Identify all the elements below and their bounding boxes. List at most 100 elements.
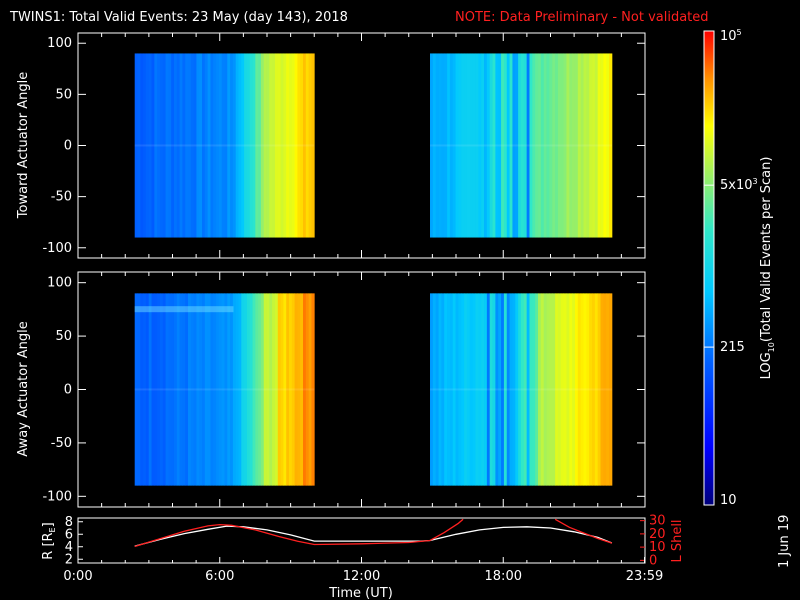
heatmap-cell: [538, 53, 542, 238]
heatmap-cell: [244, 293, 248, 486]
heatmap-cell: [303, 293, 307, 486]
heatmap-cell: [154, 53, 158, 238]
heatmap-cell: [498, 53, 502, 238]
heatmap-cell: [140, 293, 144, 486]
heatmap-cell: [495, 53, 499, 238]
heatmap-cell: [252, 53, 256, 238]
heatmap-cell: [489, 293, 493, 486]
heatmap-cell: [589, 53, 593, 238]
heatmap-cell: [574, 293, 579, 486]
heatmap-cell: [435, 293, 439, 486]
heatmap-cell: [597, 53, 601, 238]
heatmap-cell: [283, 53, 287, 238]
heatmap-cell: [432, 53, 437, 238]
heatmap-cell: [555, 53, 559, 238]
heatmap-cell: [230, 53, 234, 238]
heatmap-cell: [249, 293, 253, 486]
heatmap-cell: [148, 53, 152, 238]
y-tick-label: 0: [64, 139, 72, 154]
colorbar-tick-exp: 5: [737, 28, 742, 37]
heatmap-cell: [503, 53, 508, 238]
l-shell-series-line: [134, 518, 464, 548]
heatmap-block: [430, 53, 613, 238]
heatmap-cell: [213, 293, 217, 486]
y-tick-label: -100: [42, 489, 72, 504]
heatmap-cell: [145, 293, 150, 486]
heatmap-cell: [472, 53, 476, 238]
heatmap-cell: [452, 293, 456, 486]
heatmap-cell: [515, 53, 519, 238]
colorbar-label-sub: 10: [767, 342, 776, 352]
heatmap-cell: [162, 293, 166, 486]
heatmap-cell: [529, 53, 533, 238]
away-panel: 100 50 0 -50 -100 Away Actuator Angle: [16, 271, 646, 508]
heatmap-cell: [444, 53, 448, 238]
heatmap-cell: [199, 293, 203, 486]
colorbar-tick-base: 5x10: [720, 178, 753, 193]
heatmap-cell: [552, 293, 556, 486]
heatmap-cell: [204, 53, 209, 238]
heatmap-cell: [176, 53, 180, 238]
heatmap-cell: [258, 293, 262, 486]
heatmap-cell: [300, 293, 304, 486]
heatmap-cell: [286, 53, 290, 238]
heatmap-cell: [140, 53, 144, 238]
heatmap-cell: [489, 53, 493, 238]
heatmap-cell: [193, 293, 197, 486]
heatmap-cell: [134, 293, 138, 486]
heatmap-cell: [266, 53, 270, 238]
heatmap-cell: [557, 293, 562, 486]
heatmap-cell: [241, 293, 245, 486]
heatmap-cell: [552, 53, 556, 238]
heatmap-band: [134, 388, 315, 391]
heatmap-cell: [286, 293, 290, 486]
heatmap-cell: [308, 293, 312, 486]
heatmap-cell: [506, 293, 510, 486]
plot-title: TWINS1: Total Valid Events: 23 May (day …: [9, 10, 348, 25]
heatmap-cell: [574, 53, 579, 238]
l-shell-label: L Shell: [670, 519, 685, 562]
heatmap-cell: [583, 53, 587, 238]
heatmap-cell: [283, 293, 287, 486]
heatmap-cell: [244, 53, 248, 238]
heatmap-cell: [280, 293, 284, 486]
heatmap-cell: [151, 293, 155, 486]
heatmap-cell: [535, 293, 539, 486]
heatmap-cell: [157, 53, 161, 238]
heatmap-cell: [185, 293, 189, 486]
r-tick-label: 2: [65, 552, 73, 567]
heatmap-cell: [230, 293, 234, 486]
heatmap-cell: [168, 293, 172, 486]
heatmap-cell: [472, 293, 476, 486]
heatmap-cell: [188, 53, 192, 238]
heatmap-cell: [580, 293, 584, 486]
y-tick-label: -50: [51, 436, 72, 451]
heatmap-cell: [444, 293, 448, 486]
heatmap-cell: [235, 293, 239, 486]
x-axis-label: Time (UT): [328, 586, 393, 600]
heatmap-cell: [190, 293, 195, 486]
heatmap-cell: [193, 53, 197, 238]
heatmap-cell: [464, 53, 468, 238]
heatmap-cell: [501, 293, 505, 486]
heatmap-cell: [171, 293, 175, 486]
heatmap-cell: [179, 53, 183, 238]
heatmap-cell: [515, 293, 519, 486]
heatmap-band: [134, 306, 234, 313]
heatmap-cell: [173, 53, 178, 238]
heatmap-cell: [532, 293, 536, 486]
heatmap-cell: [134, 53, 138, 238]
y-tick-label: 50: [55, 329, 72, 344]
heatmap-cell: [227, 293, 231, 486]
heatmap-cell: [484, 293, 488, 486]
heatmap-cell: [249, 53, 253, 238]
heatmap-cell: [478, 53, 482, 238]
heatmap-cell: [289, 293, 293, 486]
heatmap-cell: [523, 53, 528, 238]
heatmap-cell: [260, 53, 265, 238]
heatmap-cell: [145, 53, 150, 238]
heatmap-cell: [294, 53, 298, 238]
heatmap-cell: [182, 53, 186, 238]
heatmap-cell: [589, 293, 593, 486]
